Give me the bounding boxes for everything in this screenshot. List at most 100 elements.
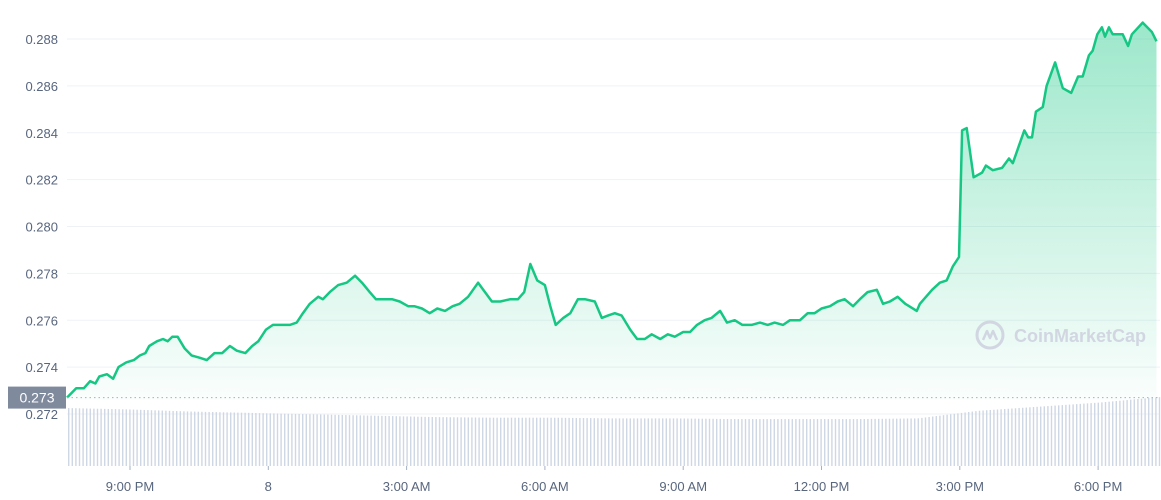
volume-bar — [266, 413, 268, 466]
volume-bar — [341, 414, 343, 466]
volume-bar — [176, 411, 178, 466]
volume-bar — [939, 415, 941, 466]
volume-bar — [118, 409, 120, 466]
volume-bar — [208, 411, 210, 466]
volume-bar — [410, 416, 412, 466]
volume-bar — [615, 418, 617, 466]
volume-bar — [1133, 399, 1135, 466]
volume-bar — [194, 411, 196, 466]
coinmarketcap-watermark: CoinMarketCap — [975, 320, 1146, 350]
volume-bar — [856, 419, 858, 466]
volume-bar — [518, 417, 520, 466]
volume-bar — [564, 417, 567, 466]
volume-bar — [568, 417, 570, 466]
volume-bar — [478, 417, 480, 466]
volume-bar — [708, 418, 711, 466]
volume-bar — [230, 412, 232, 466]
volume-bar — [1054, 405, 1056, 466]
volume-bar — [1011, 408, 1013, 466]
volume-bar — [1029, 407, 1031, 466]
volume-bar — [104, 408, 106, 466]
volume-bar — [874, 418, 876, 466]
y-tick-label: 0.274 — [25, 360, 58, 375]
volume-bar — [521, 417, 523, 466]
volume-bar — [572, 417, 574, 466]
volume-bar — [946, 414, 948, 466]
coinmarketcap-logo-icon — [975, 320, 1005, 350]
volume-bar — [705, 418, 707, 466]
volume-bar — [755, 419, 757, 466]
volume-bar — [384, 415, 387, 466]
volume-bar — [633, 418, 635, 466]
volume-bar — [536, 417, 538, 466]
volume-bar — [1101, 402, 1103, 466]
volume-bar — [719, 418, 721, 466]
volume-bar — [140, 409, 142, 466]
volume-bar — [291, 413, 293, 466]
volume-bar — [712, 418, 714, 466]
volume-bar — [802, 419, 804, 466]
volume-bar — [1061, 405, 1063, 466]
volume-bar — [114, 409, 117, 466]
volume-bar — [327, 414, 329, 466]
volume-bar — [356, 415, 358, 466]
volume-bar — [1137, 399, 1139, 466]
volume-bar — [716, 418, 718, 466]
volume-bar — [744, 419, 747, 466]
volume-bar — [510, 417, 513, 466]
volume-bar — [827, 419, 829, 466]
volume-bar — [618, 418, 621, 466]
volume-bar — [1144, 398, 1146, 466]
volume-bar — [305, 414, 307, 466]
volume-bar — [867, 418, 869, 466]
volume-bar — [892, 418, 894, 466]
volume-bar — [1108, 401, 1110, 466]
volume-bar — [237, 412, 239, 466]
volume-bar — [989, 409, 991, 466]
volume-bar — [1058, 405, 1060, 466]
volume-bar — [881, 418, 883, 466]
y-tick-label: 0.288 — [25, 32, 58, 47]
volume-bar — [474, 417, 477, 466]
volume-bar — [968, 412, 970, 466]
volume-bar — [82, 408, 84, 466]
volume-bar — [399, 416, 401, 466]
volume-bar — [136, 409, 138, 466]
volume-bar — [158, 410, 160, 466]
y-tick-label: 0.278 — [25, 266, 58, 281]
volume-bar — [219, 412, 221, 466]
volume-bar — [575, 417, 577, 466]
volume-bar — [309, 414, 311, 466]
volume-bar — [100, 408, 102, 466]
volume-bar — [849, 419, 851, 466]
volume-bar — [96, 408, 99, 466]
current-price-label: 0.273 — [19, 390, 54, 406]
volume-bar — [132, 409, 135, 466]
volume-bar — [899, 418, 901, 466]
volume-bar — [687, 418, 689, 466]
volume-bar — [917, 418, 919, 466]
volume-bar — [312, 414, 315, 466]
volume-bar — [449, 417, 451, 466]
volume-bar — [1022, 407, 1024, 466]
volume-bar — [338, 414, 340, 466]
volume-bar — [554, 417, 556, 466]
volume-bar — [928, 416, 930, 466]
volume-bar — [784, 419, 786, 466]
y-tick-label: 0.280 — [25, 220, 58, 235]
volume-bar — [446, 417, 448, 466]
volume-bar — [597, 418, 599, 466]
volume-bar — [460, 417, 462, 466]
volume-bar — [791, 419, 793, 466]
volume-bar — [453, 417, 455, 466]
volume-bar — [442, 417, 444, 466]
volume-bar — [561, 417, 563, 466]
volume-bar — [831, 419, 833, 466]
volume-bar — [1043, 406, 1045, 466]
volume-bar — [777, 419, 779, 466]
volume-bar — [1050, 405, 1053, 466]
watermark-text: CoinMarketCap — [1014, 326, 1146, 346]
volume-bar — [93, 408, 95, 466]
volume-bar — [953, 413, 955, 466]
volume-bar — [690, 418, 693, 466]
